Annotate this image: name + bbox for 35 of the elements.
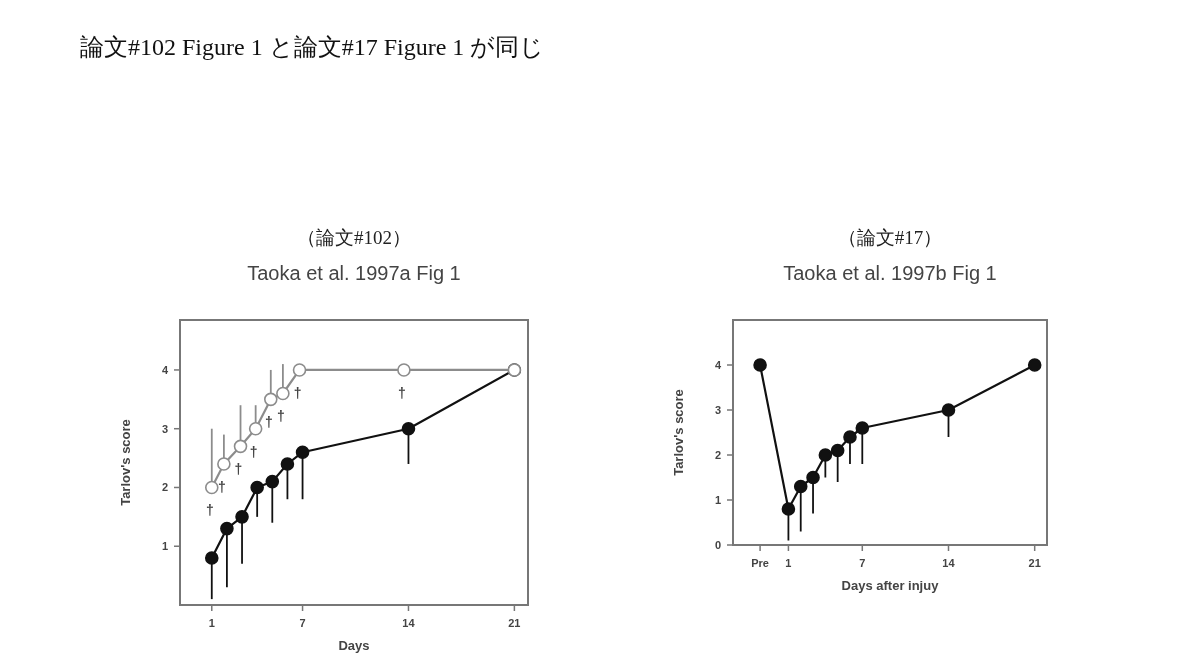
y-tick-label: 4 xyxy=(714,359,721,371)
y-tick-label: 3 xyxy=(714,404,721,416)
x-tick-label: 7 xyxy=(859,557,866,569)
y-tick-label: 1 xyxy=(714,494,721,506)
annotation: † xyxy=(398,384,406,401)
y-tick-label: 2 xyxy=(714,449,721,461)
x-tick-label: Pre xyxy=(751,557,769,569)
title: Taoka et al. 1997a Fig 1 xyxy=(247,262,461,284)
y-tick-label: 3 xyxy=(161,422,168,435)
y-tick-label: 1 xyxy=(161,540,168,553)
annotation: 論文#102 Figure 1 と論文#17 Figure 1 が同じ xyxy=(80,34,545,60)
x-tick-label: 7 xyxy=(299,617,306,629)
subtitle: （論文#102） xyxy=(297,227,411,248)
x-tick-label: 1 xyxy=(785,557,792,569)
x-tick-label: 1 xyxy=(208,617,215,629)
annotation: † xyxy=(249,443,258,460)
x-tick-label: 14 xyxy=(942,557,955,569)
annotation: † xyxy=(218,478,226,495)
annotation: † xyxy=(234,461,243,478)
y-tick-label: 0 xyxy=(714,539,721,551)
x-tick-label: 14 xyxy=(402,617,415,629)
y-tick-label: 2 xyxy=(161,481,168,494)
y-axis-title: Tarlov's score xyxy=(671,389,686,476)
annotation: † xyxy=(277,408,285,425)
title: Taoka et al. 1997b Fig 1 xyxy=(783,262,997,284)
subtitle: （論文#17） xyxy=(837,227,943,248)
annotation: † xyxy=(293,384,302,401)
x-tick-label: 21 xyxy=(508,617,521,629)
x-axis-title: Days after injuy xyxy=(841,578,939,593)
y-tick-label: 4 xyxy=(161,363,168,376)
x-axis-title: Days xyxy=(338,638,370,653)
x-tick-label: 21 xyxy=(1028,557,1041,569)
y-axis-title: Tarlov's score xyxy=(118,419,133,506)
annotation: † xyxy=(264,414,273,431)
annotation: † xyxy=(205,502,214,519)
